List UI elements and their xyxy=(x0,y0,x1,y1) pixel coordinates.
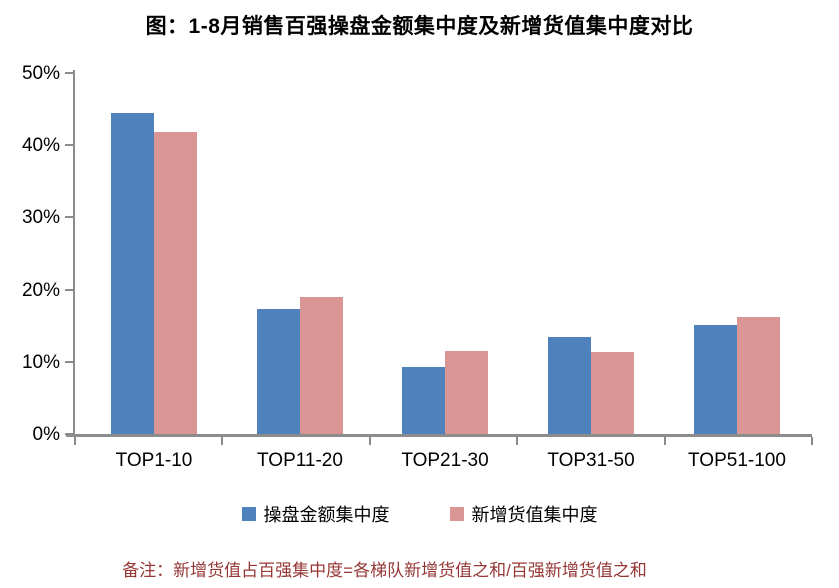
x-axis-line xyxy=(66,434,812,437)
footnote: 备注：新增货值占百强集中度=各梯队新增货值之和/百强新增货值之和 xyxy=(122,561,647,580)
bar-top51-100-series2 xyxy=(737,317,780,434)
y-axis-line xyxy=(73,70,75,436)
series1-swatch xyxy=(241,507,256,521)
y-tick-label: 50% xyxy=(21,63,60,84)
chart-title: 图：1-8月销售百强操盘金额集中度及新增货值集中度对比 xyxy=(145,15,694,38)
legend-item-series1: 操盘金额集中度 xyxy=(241,501,390,527)
bar-top31-50-series1 xyxy=(548,336,591,434)
y-tick-label: 40% xyxy=(21,135,60,157)
x-category-label: TOP21-30 xyxy=(401,450,489,471)
bar-top1-10-series1 xyxy=(111,113,154,434)
x-tick xyxy=(663,437,666,445)
x-category-label: TOP1-10 xyxy=(115,450,193,471)
bar-top31-50-series2 xyxy=(591,352,634,434)
legend-label-series1: 操盘金额集中度 xyxy=(263,505,390,525)
x-category-label: TOP51-100 xyxy=(688,450,786,471)
x-tick xyxy=(74,437,76,445)
y-tick-label: 0% xyxy=(32,424,60,445)
x-tick xyxy=(368,437,371,445)
y-tick xyxy=(65,72,74,74)
bar-top1-10-series2 xyxy=(154,132,197,434)
legend-item-series2: 新增货值集中度 xyxy=(449,501,598,527)
y-tick xyxy=(65,144,74,147)
y-tick-label: 10% xyxy=(21,351,60,373)
y-tick xyxy=(65,288,74,291)
x-tick xyxy=(811,437,813,445)
bar-top11-20-series2 xyxy=(300,296,343,434)
y-tick-label: 30% xyxy=(21,207,60,229)
x-category-label: TOP11-20 xyxy=(257,450,343,471)
y-tick xyxy=(65,360,74,363)
x-tick xyxy=(221,437,224,445)
x-category-label: TOP31-50 xyxy=(547,450,635,471)
y-tick xyxy=(65,216,74,219)
x-tick xyxy=(516,437,519,445)
bar-top51-100-series1 xyxy=(694,325,737,434)
series2-swatch xyxy=(449,507,464,521)
bar-top11-20-series1 xyxy=(257,309,300,434)
legend-label-series2: 新增货值集中度 xyxy=(471,505,598,525)
legend: 操盘金额集中度 新增货值集中度 xyxy=(0,501,839,527)
bar-top21-30-series1 xyxy=(402,366,445,434)
bar-top21-30-series2 xyxy=(445,351,488,434)
y-tick-label: 20% xyxy=(21,279,60,301)
y-tick xyxy=(65,433,74,435)
